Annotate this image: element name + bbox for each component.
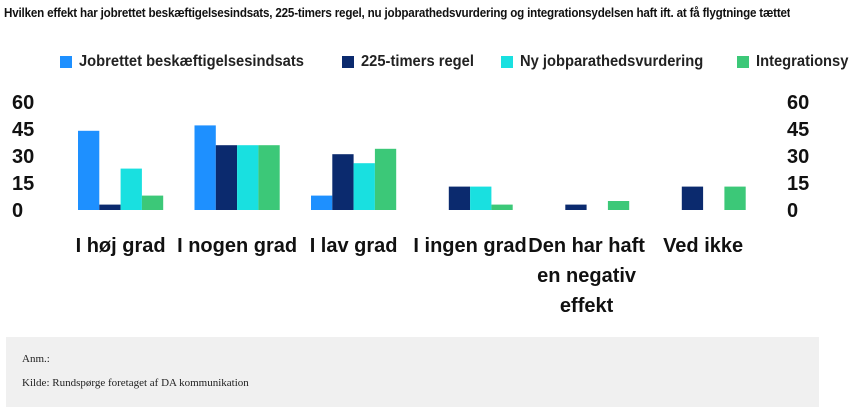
legend-item: Jobrettet beskæftigelsesindsats — [60, 53, 324, 71]
y-tick-label: 15 — [787, 173, 809, 195]
note-source: Kilde: Rundspørge foretaget af DA kommun… — [22, 377, 249, 389]
x-tick-label-line: Ved ikke — [663, 235, 743, 257]
bar-chart: 0 15 30 45 60 0 15 30 45 60 I høj grad I nogen gr… — [12, 92, 809, 317]
bar — [258, 145, 280, 210]
x-tick-label: I lav grad — [310, 235, 398, 257]
legend: Jobrettet beskæftigelsesindsats 225-timer… — [60, 52, 849, 72]
legend-label: Integrationsydelse — [756, 53, 849, 70]
y-tick-label: 60 — [787, 92, 809, 114]
x-tick-label: I nogen grad — [177, 235, 297, 257]
x-tick-label-line: I høj grad — [76, 235, 166, 257]
legend-swatch — [737, 56, 750, 68]
notes-box: Anm.: Kilde: Rundspørge foretaget af DA … — [6, 337, 819, 407]
y-tick-label: 0 — [12, 200, 23, 222]
bar — [607, 201, 630, 210]
legend-item: Ny jobparathedsvurdering — [501, 53, 719, 71]
bar — [194, 125, 216, 210]
bar — [141, 195, 164, 210]
bar — [448, 186, 471, 210]
x-tick-label: I ingen grad — [413, 235, 526, 257]
x-tick-label: Den har haft en negativ effekt — [528, 235, 645, 317]
x-tick-label: Ved ikke — [663, 235, 743, 257]
x-tick-label-line: I nogen grad — [177, 235, 297, 257]
bar — [681, 186, 704, 210]
legend-swatch — [341, 56, 354, 68]
y-tick-label: 45 — [787, 119, 809, 141]
note-anm: Anm.: — [22, 353, 50, 365]
bar — [374, 148, 397, 210]
category-labels: I høj grad I nogen grad I lav grad I ingen … — [76, 235, 744, 317]
bar — [491, 204, 513, 210]
legend-swatch — [501, 56, 514, 68]
y-tick-label: 0 — [787, 200, 798, 222]
y-tick-label: 30 — [12, 146, 34, 168]
bar — [332, 154, 354, 210]
y-tick-label: 60 — [12, 92, 34, 114]
bar — [470, 186, 492, 210]
legend-label: 225-timers regel — [360, 53, 474, 70]
bar — [99, 204, 121, 210]
bar — [311, 195, 333, 210]
x-tick-label: I høj grad — [76, 235, 166, 257]
x-tick-label-line: en negativ — [537, 265, 637, 287]
y-tick-label: 45 — [12, 119, 34, 141]
y-tick-label: 15 — [12, 173, 34, 195]
legend-label: Ny jobparathedsvurdering — [520, 53, 704, 70]
bars-group — [78, 125, 746, 210]
y-axis-left: 0 15 30 45 60 — [12, 92, 34, 222]
x-tick-label-line: I lav grad — [310, 235, 398, 257]
bar — [120, 168, 142, 210]
y-tick-label: 30 — [787, 146, 809, 168]
bar — [237, 145, 259, 210]
legend-label: Jobrettet beskæftigelsesindsats — [79, 53, 304, 70]
x-tick-label-line: effekt — [560, 295, 614, 317]
x-tick-label-line: I ingen grad — [413, 235, 526, 257]
y-axis-right: 0 15 30 45 60 — [787, 92, 809, 222]
bar — [215, 145, 238, 210]
bar — [565, 204, 587, 210]
bar — [724, 186, 746, 210]
bar — [78, 130, 100, 210]
x-tick-label-line: Den har haft — [528, 235, 645, 257]
legend-item: 225-timers regel — [341, 53, 484, 71]
chart-title: Hvilken effekt har jobrettet beskæftigel… — [4, 6, 790, 20]
bar — [353, 163, 375, 210]
legend-swatch — [60, 56, 72, 68]
legend-item: Integrationsydelse — [737, 53, 849, 71]
